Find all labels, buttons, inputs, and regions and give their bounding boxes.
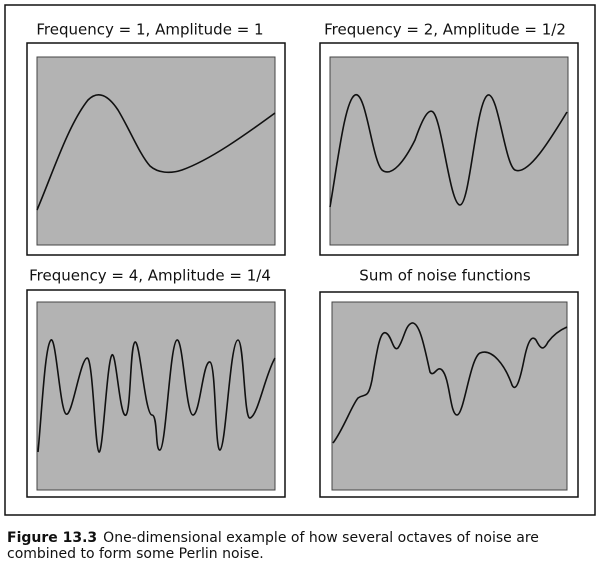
panel-title: Sum of noise functions [359,267,531,285]
panel-plot [36,56,276,246]
panel-title: Frequency = 1, Amplitude = 1 [36,21,263,39]
caption-label: Figure 13.3 [7,530,98,546]
panel-plot [36,301,276,491]
caption: Figure 13.3 One-dimensional example of ho… [7,530,567,562]
panel-title: Frequency = 2, Amplitude = 1/2 [324,21,566,39]
figure: Frequency = 1, Amplitude = 1 Frequency =… [4,4,596,516]
panel-plot [329,56,569,246]
panel-title: Frequency = 4, Amplitude = 1/4 [29,267,271,285]
figure-frame [4,4,596,516]
noise-curve [332,322,568,444]
noise-curve [36,94,276,211]
noise-curve [37,339,276,453]
caption-text: One-dimensional example of how several o… [7,530,539,562]
noise-curve [329,94,568,208]
